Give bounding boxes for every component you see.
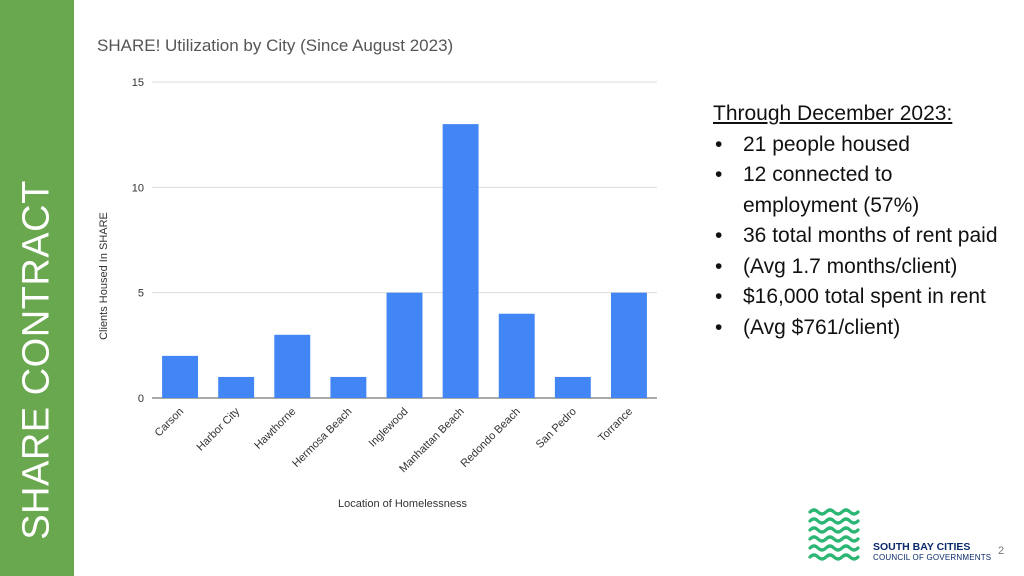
y-axis-label: Clients Housed In SHARE (98, 212, 110, 340)
stats-item-housed: 21 people housed (713, 130, 1003, 161)
x-tick-label: Redondo Beach (459, 406, 523, 470)
stats-list: 21 people housed 12 connected to employm… (713, 130, 1003, 344)
y-tick-label: 0 (138, 393, 144, 405)
y-tick-label: 10 (132, 182, 144, 194)
bar (498, 313, 535, 398)
x-tick-label: Harbor City (194, 405, 242, 453)
x-tick-label: Carson (153, 406, 187, 440)
bar (554, 376, 591, 398)
logo-text-line1: SOUTH BAY CITIES (873, 541, 971, 553)
x-tick-label: San Pedro (534, 406, 579, 451)
stats-item-months-rent: 36 total months of rent paid (713, 221, 1003, 252)
chart-title: SHARE! Utilization by City (Since August… (97, 36, 454, 55)
stats-item-avg-months: (Avg 1.7 months/client) (713, 252, 1003, 283)
bar (442, 124, 479, 398)
stats-item-total-spent: $16,000 total spent in rent (713, 282, 1003, 313)
y-tick-label: 15 (132, 77, 144, 89)
sidebar: SHARE CONTRACT (0, 0, 74, 576)
bar (330, 376, 367, 398)
bar (218, 376, 255, 398)
x-tick-label: Hawthorne (252, 406, 298, 452)
bar (386, 292, 423, 398)
bar (610, 292, 647, 398)
stats-heading: Through December 2023: (713, 102, 953, 125)
stats-item-employment: 12 connected to employment (57%) (713, 160, 1003, 221)
logo-text-line2: COUNCIL OF GOVERNMENTS (873, 553, 992, 562)
x-tick-label: Inglewood (367, 406, 411, 450)
x-axis-label: Location of Homelessness (338, 498, 468, 510)
x-tick-label: Hermosa Beach (290, 406, 354, 470)
bar (274, 334, 311, 398)
y-tick-label: 5 (138, 288, 144, 300)
stats-panel: Through December 2023: 21 people housed … (713, 99, 1003, 343)
bar-chart: 0 5 10 15 Carson Harbor City HawthorneHermosa … (98, 77, 657, 510)
bar (162, 355, 199, 398)
x-tick-label: Torrance (596, 406, 635, 445)
stats-item-avg-cost: (Avg $761/client) (713, 313, 1003, 344)
sbccog-logo-icon (808, 508, 860, 561)
page-number: 2 (998, 545, 1005, 557)
